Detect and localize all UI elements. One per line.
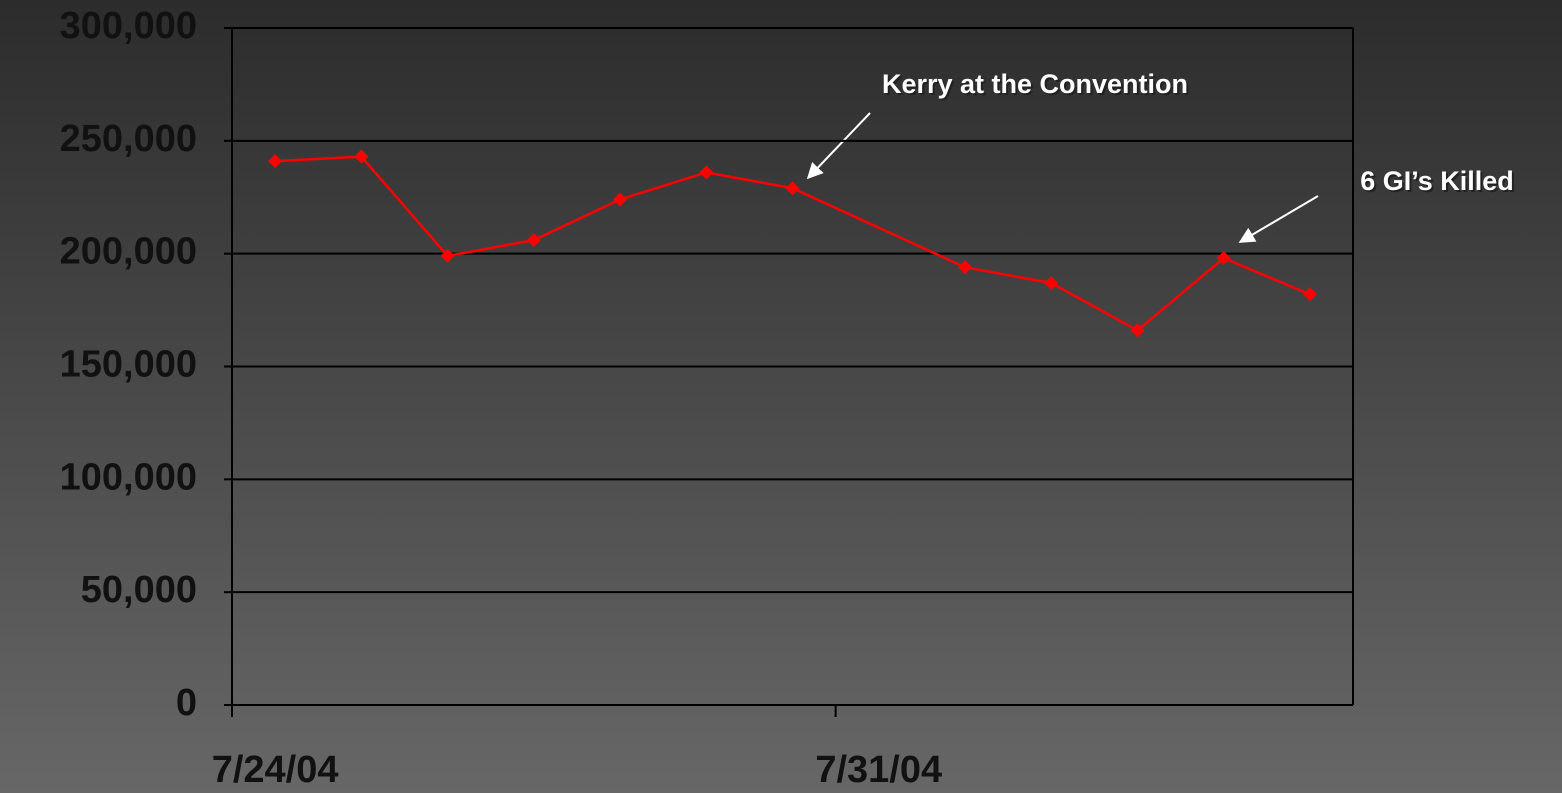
y-tick-label: 250,000 <box>60 118 197 160</box>
data-point <box>1216 251 1231 266</box>
annotation: 6 GI’s Killed <box>1360 166 1514 196</box>
data-point <box>526 233 541 248</box>
data-point <box>699 165 714 180</box>
data-point <box>613 192 628 207</box>
data-point <box>440 248 455 263</box>
series-line <box>275 155 1311 332</box>
y-tick-label: 300,000 <box>60 5 197 47</box>
x-tick-label: 7/24/04 <box>212 749 339 791</box>
y-tick-label: 150,000 <box>60 344 197 386</box>
annotation-shadow: Kerry at the Convention <box>884 71 1190 101</box>
annotation: Kerry at the Convention <box>882 69 1188 99</box>
data-point <box>1302 287 1317 302</box>
data-point <box>957 260 972 275</box>
annotation-shadow: 6 GI’s Killed <box>1362 168 1516 198</box>
data-point <box>1130 323 1145 338</box>
annotation-arrow <box>806 112 871 180</box>
annotation-arrow <box>1238 195 1319 243</box>
y-tick-label: 100,000 <box>60 456 197 498</box>
data-point <box>1044 276 1059 291</box>
data-point <box>354 149 369 164</box>
y-tick-label: 0 <box>176 682 197 724</box>
data-point <box>268 154 283 169</box>
y-tick-label: 200,000 <box>60 231 197 273</box>
data-point <box>785 181 800 196</box>
x-tick-label: 7/31/04 <box>815 749 942 791</box>
y-tick-label: 50,000 <box>81 569 197 611</box>
